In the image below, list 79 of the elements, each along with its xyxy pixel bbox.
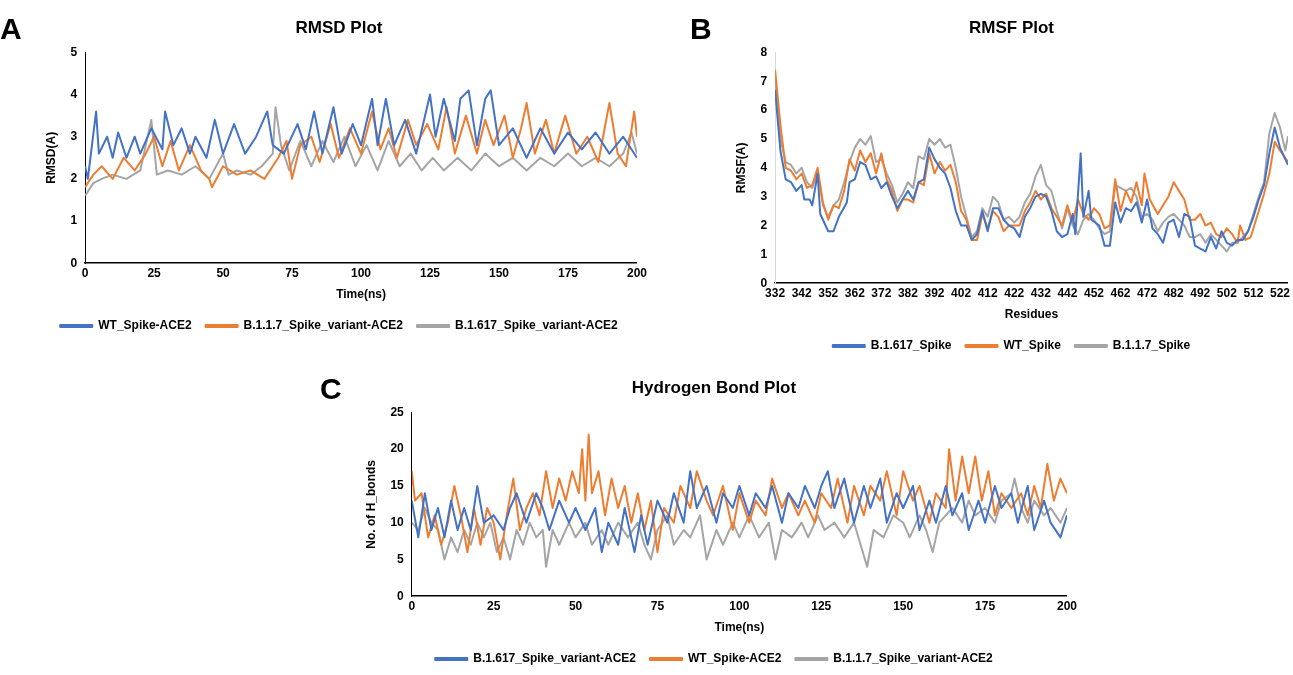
y-tick-label: 10 xyxy=(390,514,405,529)
text: A xyxy=(0,12,22,46)
x-tick-label: 25 xyxy=(147,265,162,280)
x-tick-label: 402 xyxy=(951,285,972,300)
y-tick-label: 0 xyxy=(397,588,405,603)
x-tick-label: 472 xyxy=(1137,285,1158,300)
chart-title: RMSF Plot xyxy=(969,17,1055,37)
legend-label: WT_Spike-ACE2 xyxy=(98,318,192,333)
legend-label: B.1.617_Spike_variant-ACE2 xyxy=(473,651,637,666)
chart-title: RMSD Plot xyxy=(295,17,383,37)
y-tick-label: 3 xyxy=(760,188,768,203)
x-tick-label: 75 xyxy=(285,265,300,280)
x-tick-label: 392 xyxy=(924,285,945,300)
x-tick-label: 50 xyxy=(568,598,583,613)
legend-label: B.1.617_Spike_variant-ACE2 xyxy=(455,318,619,333)
legend-label: B.1.1.7_Spike_variant-ACE2 xyxy=(833,651,994,666)
x-tick-label: 50 xyxy=(216,265,231,280)
x-tick-label: 502 xyxy=(1216,285,1238,300)
x-tick-label: 100 xyxy=(351,265,372,280)
y-tick-label: 5 xyxy=(70,44,78,59)
x-tick-label: 150 xyxy=(893,598,914,613)
y-tick-label: 2 xyxy=(70,171,78,186)
y-tick-label: 3 xyxy=(70,129,78,144)
x-tick-label: 482 xyxy=(1163,285,1185,300)
text: B xyxy=(690,12,712,46)
x-tick-label: 100 xyxy=(729,598,750,613)
y-tick-label: 8 xyxy=(760,44,768,59)
x-tick-label: 200 xyxy=(626,265,648,280)
y-axis-title: RMSD(A) xyxy=(43,131,58,184)
x-tick-label: 150 xyxy=(488,265,510,280)
x-tick-label: 342 xyxy=(791,285,812,300)
y-tick-label: 20 xyxy=(390,441,405,456)
y-tick-label: 7 xyxy=(760,73,768,88)
y-tick-label: 0 xyxy=(70,255,78,270)
x-tick-label: 0 xyxy=(81,265,89,280)
x-tick-label: 200 xyxy=(1056,598,1078,613)
legend-label: B.1.1.7_Spike xyxy=(1112,338,1191,353)
x-tick-label: 332 xyxy=(765,285,786,300)
x-tick-label: 442 xyxy=(1057,285,1078,300)
x-axis-title: Time(ns) xyxy=(336,287,386,302)
chart-title: Hydrogen Bond Plot xyxy=(631,377,797,397)
legend-label: B.1.1.7_Spike_variant-ACE2 xyxy=(243,318,404,333)
legend-label: WT_Spike xyxy=(1003,338,1062,353)
x-tick-label: 512 xyxy=(1243,285,1264,300)
x-tick-label: 372 xyxy=(871,285,892,300)
y-tick-label: 1 xyxy=(70,213,78,228)
y-axis-title: RMSF(A) xyxy=(733,142,748,194)
y-tick-label: 5 xyxy=(397,551,405,566)
y-tick-label: 1 xyxy=(760,246,768,261)
x-axis-title: Time(ns) xyxy=(714,620,765,635)
x-axis-title: Residues xyxy=(1004,307,1059,322)
y-tick-label: 5 xyxy=(760,131,768,146)
x-tick-label: 522 xyxy=(1269,285,1291,300)
x-tick-label: 412 xyxy=(977,285,998,300)
x-tick-label: 0 xyxy=(408,598,416,613)
x-tick-label: 422 xyxy=(1004,285,1025,300)
x-tick-label: 362 xyxy=(844,285,866,300)
x-tick-label: 175 xyxy=(975,598,996,613)
x-tick-label: 452 xyxy=(1083,285,1105,300)
x-tick-label: 75 xyxy=(650,598,665,613)
x-tick-label: 382 xyxy=(897,285,919,300)
text: C xyxy=(320,372,342,406)
y-tick-label: 6 xyxy=(760,102,768,117)
y-tick-label: 2 xyxy=(760,217,768,232)
x-tick-label: 492 xyxy=(1190,285,1211,300)
y-tick-label: 25 xyxy=(390,404,405,419)
x-tick-label: 125 xyxy=(811,598,832,613)
x-tick-label: 352 xyxy=(818,285,839,300)
y-tick-label: 15 xyxy=(390,478,405,493)
legend-label: WT_Spike-ACE2 xyxy=(687,651,782,666)
x-tick-label: 432 xyxy=(1030,285,1052,300)
y-tick-label: 4 xyxy=(760,160,768,175)
legend-label: B.1.617_Spike xyxy=(870,338,952,353)
x-tick-label: 125 xyxy=(420,265,441,280)
y-tick-label: 4 xyxy=(70,86,78,101)
y-axis-title: No. of H_bonds xyxy=(363,459,378,549)
x-tick-label: 175 xyxy=(557,265,579,280)
x-tick-label: 25 xyxy=(486,598,501,613)
x-tick-label: 462 xyxy=(1110,285,1131,300)
